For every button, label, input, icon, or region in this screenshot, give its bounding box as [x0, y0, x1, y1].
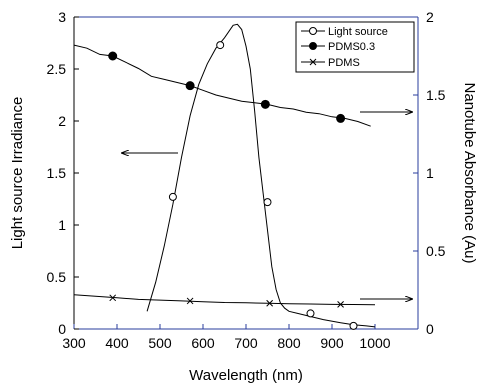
y-right-tick-label: 1.5	[426, 87, 446, 103]
point-light-source	[349, 321, 358, 330]
legend-marker-pdms03	[309, 42, 317, 50]
x-tick-label: 400	[105, 335, 129, 351]
point-pdms	[109, 294, 117, 302]
point-light-source	[168, 192, 177, 201]
y-left-tick-label: 0	[58, 321, 66, 337]
point-pdms	[266, 299, 274, 307]
point-pdms0-3	[260, 99, 270, 109]
y-left-tick-label: 2	[58, 113, 66, 129]
y-right-tick-label: 0	[426, 321, 434, 337]
x-tick-label: 700	[234, 335, 258, 351]
legend-label-pdms03: PDMS0.3	[328, 41, 375, 53]
point-light-source	[263, 198, 272, 207]
series-layer	[73, 23, 376, 330]
legend-marker-light-source	[309, 27, 317, 35]
point-light-source	[306, 309, 315, 318]
x-tick-label: 900	[320, 335, 344, 351]
point-pdms0-3	[336, 113, 346, 123]
y-left-tick-label: 2.5	[47, 61, 67, 77]
y-left-tick-label: 3	[58, 9, 66, 25]
y-left-tick-label: 0.5	[47, 269, 67, 285]
ticks-layer: 300 400 500 600 700 800 900 1000 0 0.5 1 1.5 2 2.5 3 0 0…	[47, 9, 446, 351]
legend-marker-pdms	[309, 58, 317, 66]
y-left-tick-label: 1	[58, 217, 66, 233]
y-right-tick-label: 0.5	[426, 243, 446, 259]
y-axis-right-label: Nanotube Absorbance (Au)	[461, 83, 478, 264]
y-axis-left-label: Light source Irradiance	[9, 97, 26, 250]
x-axis-label: Wavelength (nm)	[189, 367, 303, 384]
series-line-pdms	[73, 294, 376, 306]
x-tick-label: 600	[191, 335, 215, 351]
legend: Light source PDMS0.3 PDMS	[295, 21, 415, 73]
point-light-source	[216, 41, 225, 50]
legend-label-light-source: Light source	[328, 26, 388, 38]
x-tick-label: 800	[277, 335, 301, 351]
series-line-pdms0-3	[73, 44, 371, 127]
y-right-tick-label: 2	[426, 9, 434, 25]
point-pdms	[337, 300, 344, 308]
y-right-tick-label: 1	[426, 165, 434, 181]
legend-label-pdms: PDMS	[328, 57, 360, 69]
x-tick-label: 300	[62, 335, 86, 351]
y-left-tick-label: 1.5	[47, 165, 67, 181]
point-pdms0-3	[185, 81, 195, 91]
x-tick-label: 500	[148, 335, 172, 351]
annotations-layer	[122, 112, 412, 299]
point-pdms	[186, 297, 194, 305]
point-pdms0-3	[108, 51, 118, 61]
x-tick-label: 1000	[359, 335, 390, 351]
